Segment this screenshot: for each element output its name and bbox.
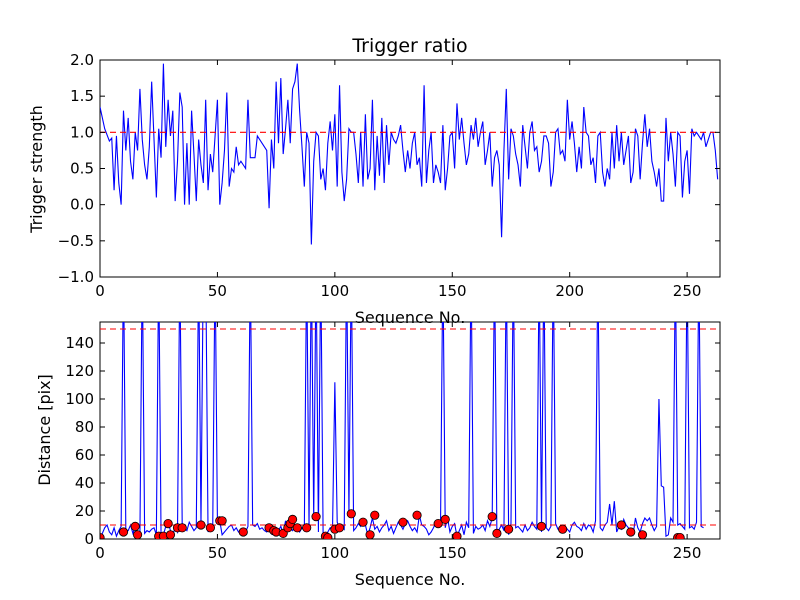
x-tick-label: 100 <box>321 282 350 300</box>
trigger-plot-area: 0 50 100 150 200 250 −1.0 −0.5 0.0 0.5 1.0 1.5 2.0 <box>58 51 721 300</box>
y-tick-label: 140 <box>65 334 94 352</box>
data-point-marker <box>433 518 443 529</box>
data-point-marker <box>287 514 298 525</box>
trigger-ratio-chart: Trigger ratio 0 50 100 150 200 250 −1.0 −0.5 0.0… <box>27 35 721 327</box>
data-point-marker <box>504 524 514 534</box>
data-point-marker <box>358 517 368 527</box>
data-point-marker <box>177 523 187 533</box>
data-point-marker <box>311 511 321 522</box>
x-axis-label: Sequence No. <box>355 570 466 589</box>
y-tick-label: 0 <box>84 530 94 548</box>
data-point-marker <box>118 527 129 537</box>
data-point-marker <box>132 530 143 539</box>
data-point-marker <box>196 520 206 530</box>
series-line <box>100 63 719 245</box>
x-tick-label: 50 <box>208 544 227 562</box>
data-point-marker <box>292 523 302 533</box>
data-point-marker <box>302 523 312 533</box>
data-point-marker <box>558 524 568 534</box>
x-tick-label: 200 <box>555 282 584 300</box>
data-point-marker <box>536 521 547 532</box>
y-tick-label: 0.0 <box>70 196 94 214</box>
y-axis-label: Trigger strength <box>27 105 46 234</box>
y-axis-label: Distance [pix] <box>35 374 54 486</box>
plot-frame <box>99 321 721 540</box>
y-tick-label: 40 <box>75 474 94 492</box>
x-tick-label: 150 <box>438 544 467 562</box>
data-point-marker <box>487 511 497 522</box>
y-tick-label: 100 <box>65 390 94 408</box>
y-tick-label: 1.0 <box>70 123 94 141</box>
x-tick-label: 150 <box>438 282 467 300</box>
data-point-marker <box>440 514 450 525</box>
data-point-marker <box>217 516 227 526</box>
data-point-marker <box>412 510 422 520</box>
x-tick-label: 50 <box>208 282 227 300</box>
data-point-marker <box>334 523 345 533</box>
data-point-marker <box>370 510 380 520</box>
x-tick-label: 0 <box>95 282 105 300</box>
y-tick-label: −1.0 <box>58 268 94 286</box>
data-point-marker <box>165 530 176 539</box>
data-point-marker <box>637 530 648 539</box>
x-tick-label: 200 <box>555 544 584 562</box>
y-tick-label: 80 <box>75 418 94 436</box>
y-tick-label: 0.5 <box>70 160 94 178</box>
data-point-marker <box>616 520 626 530</box>
y-tick-label: 20 <box>75 502 94 520</box>
chart-title: Trigger ratio <box>351 35 467 57</box>
x-tick-label: 100 <box>321 544 350 562</box>
plot-data-layer <box>100 322 720 539</box>
distance-chart: 0 50 100 150 200 250 0 20 40 60 80 100 120 140 Sequen… <box>35 321 721 589</box>
x-tick-label: 250 <box>673 282 702 300</box>
data-point-marker <box>398 517 408 527</box>
x-tick-label: 0 <box>95 544 105 562</box>
y-tick-label: 120 <box>65 362 94 380</box>
data-point-marker <box>492 528 502 539</box>
data-point-marker <box>323 533 333 539</box>
plot-data-layer <box>100 63 720 245</box>
data-point-marker <box>100 533 105 539</box>
y-tick-label: −0.5 <box>58 232 94 250</box>
y-tick-label: 2.0 <box>70 51 94 69</box>
series-line <box>100 322 704 539</box>
data-point-marker <box>365 530 375 539</box>
x-tick-label: 250 <box>673 544 702 562</box>
x-axis-label: Sequence No. <box>355 308 466 327</box>
data-point-marker <box>346 509 356 519</box>
data-point-marker <box>130 521 140 532</box>
distance-plot-area: 0 50 100 150 200 250 0 20 40 60 80 100 120 140 <box>65 321 721 562</box>
y-tick-label: 1.5 <box>70 87 94 105</box>
data-point-marker <box>626 527 636 537</box>
data-point-marker <box>163 518 173 529</box>
data-point-marker <box>238 527 248 537</box>
data-point-marker <box>205 523 215 533</box>
data-point-marker <box>675 533 685 539</box>
y-tick-label: 60 <box>75 446 94 464</box>
